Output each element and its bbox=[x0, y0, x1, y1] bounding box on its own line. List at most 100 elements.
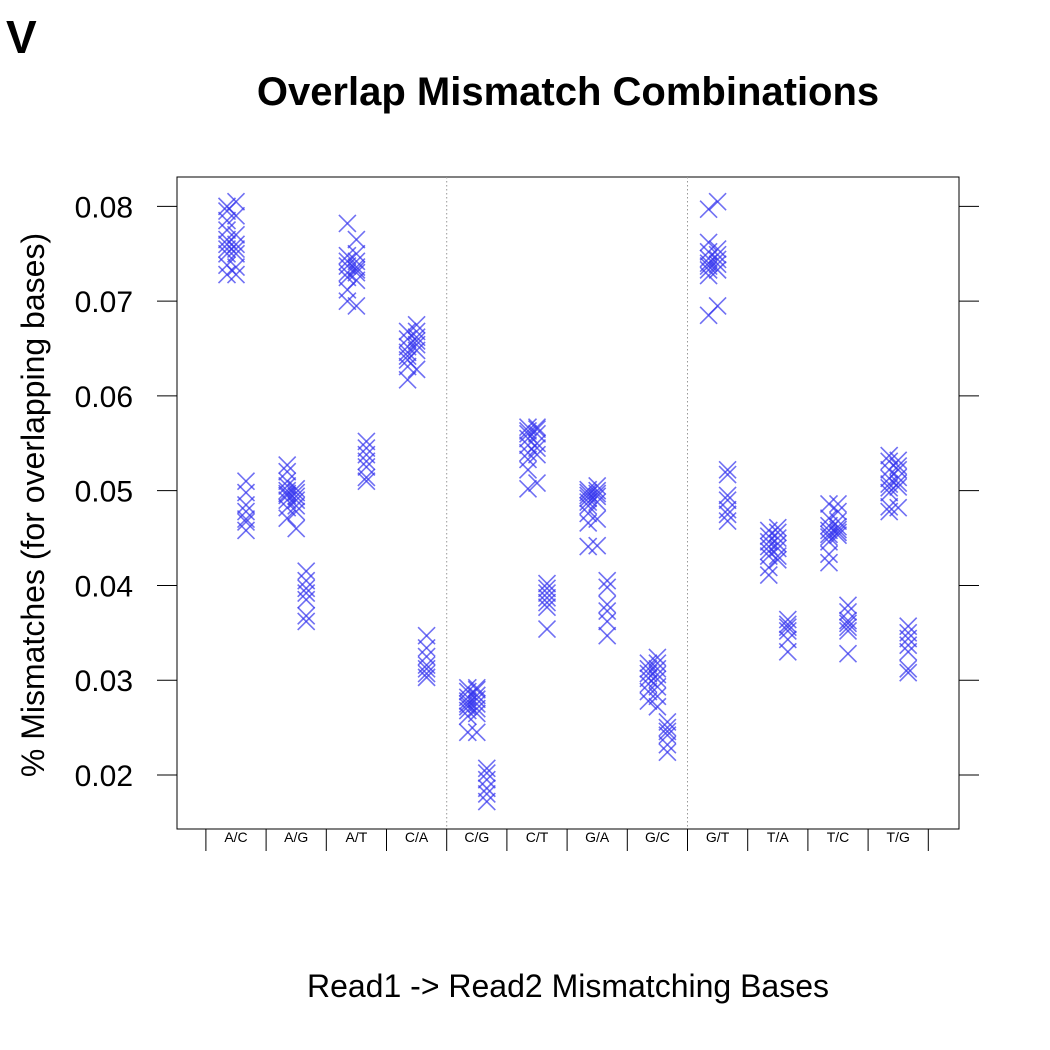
data-point bbox=[838, 596, 858, 615]
data-point bbox=[828, 526, 848, 545]
data-point bbox=[880, 478, 899, 497]
data-point bbox=[889, 498, 908, 517]
y-tick-label: 0.07 bbox=[75, 286, 133, 319]
data-point-stroke bbox=[768, 550, 787, 569]
data-point bbox=[398, 347, 417, 366]
data-point bbox=[889, 460, 908, 479]
data-point-stroke bbox=[297, 583, 316, 603]
data-point-stroke bbox=[889, 451, 908, 470]
y-tick-label: 0.02 bbox=[75, 760, 133, 793]
data-point-stroke bbox=[347, 257, 366, 277]
data-point bbox=[287, 519, 306, 538]
data-point-stroke bbox=[708, 192, 727, 211]
data-point bbox=[467, 694, 486, 713]
data-point-stroke bbox=[838, 644, 858, 663]
y-tick-label: 0.03 bbox=[75, 665, 133, 698]
data-point bbox=[658, 722, 677, 741]
data-point-stroke bbox=[226, 206, 246, 225]
data-point bbox=[598, 571, 617, 590]
data-point-stroke bbox=[217, 211, 237, 230]
data-point-stroke bbox=[226, 239, 246, 259]
x-tick-label: G/C bbox=[645, 829, 670, 845]
data-point bbox=[467, 723, 486, 742]
data-point-stroke bbox=[537, 583, 557, 603]
y-tick-label: 0.04 bbox=[75, 570, 133, 603]
data-point-stroke bbox=[518, 460, 538, 479]
data-point bbox=[588, 536, 607, 555]
data-point-stroke bbox=[278, 456, 297, 475]
data-point-stroke bbox=[527, 445, 547, 464]
data-point-stroke bbox=[278, 462, 297, 481]
data-point-stroke bbox=[287, 483, 306, 502]
data-point-stroke bbox=[297, 606, 316, 625]
data-point bbox=[477, 770, 496, 789]
data-point bbox=[417, 668, 436, 687]
data-point bbox=[287, 487, 306, 506]
data-point-stroke bbox=[236, 521, 256, 540]
data-point bbox=[278, 456, 297, 475]
data-point-stroke bbox=[477, 770, 496, 789]
data-point-stroke bbox=[718, 486, 737, 505]
data-point bbox=[828, 502, 848, 521]
data-point bbox=[278, 462, 297, 481]
data-point-stroke bbox=[357, 468, 376, 487]
data-point-stroke bbox=[398, 322, 417, 341]
data-point bbox=[699, 233, 718, 252]
data-point-stroke bbox=[778, 615, 797, 634]
data-point bbox=[648, 697, 667, 716]
data-point bbox=[537, 619, 557, 639]
data-point bbox=[708, 245, 727, 264]
data-point-stroke bbox=[417, 668, 436, 687]
data-point bbox=[217, 221, 237, 240]
data-point bbox=[226, 235, 246, 254]
data-point bbox=[226, 192, 246, 211]
x-tick-label: A/G bbox=[284, 829, 308, 845]
data-point bbox=[236, 512, 256, 532]
data-point bbox=[236, 521, 256, 540]
data-point-stroke bbox=[518, 479, 538, 498]
data-point bbox=[899, 629, 918, 648]
data-point-stroke bbox=[718, 460, 737, 479]
data-point-stroke bbox=[477, 784, 496, 804]
data-point bbox=[518, 460, 538, 479]
data-point-stroke bbox=[819, 494, 839, 514]
data-point bbox=[236, 495, 256, 514]
data-point bbox=[407, 360, 426, 379]
data-point-stroke bbox=[718, 505, 737, 524]
data-point bbox=[357, 432, 376, 451]
data-point bbox=[648, 677, 667, 696]
data-point-stroke bbox=[828, 494, 848, 514]
data-point-stroke bbox=[699, 233, 718, 252]
data-points bbox=[217, 192, 918, 811]
data-point-stroke bbox=[398, 370, 417, 389]
data-point-stroke bbox=[708, 260, 727, 279]
data-point-stroke bbox=[718, 511, 737, 531]
data-point-stroke bbox=[828, 523, 848, 542]
data-point bbox=[357, 438, 376, 458]
data-point-stroke bbox=[828, 520, 848, 539]
data-point-stroke bbox=[407, 341, 426, 360]
data-point bbox=[537, 598, 557, 617]
data-point bbox=[458, 723, 477, 742]
data-point bbox=[287, 496, 306, 515]
data-point-stroke bbox=[527, 438, 547, 458]
data-point bbox=[648, 687, 667, 706]
data-point-stroke bbox=[217, 265, 237, 284]
data-point bbox=[588, 484, 607, 503]
data-point-stroke bbox=[226, 244, 246, 263]
data-point-stroke bbox=[467, 704, 486, 723]
data-point bbox=[297, 612, 316, 631]
data-point-stroke bbox=[658, 743, 677, 762]
data-point bbox=[819, 545, 839, 564]
data-point-stroke bbox=[477, 792, 496, 811]
x-tick-label: T/A bbox=[767, 829, 789, 845]
data-point bbox=[828, 523, 848, 542]
data-point-stroke bbox=[537, 619, 557, 639]
data-point-stroke bbox=[648, 697, 667, 716]
data-point-stroke bbox=[778, 642, 797, 661]
data-point-stroke bbox=[708, 296, 727, 315]
data-point bbox=[287, 483, 306, 502]
x-tick-label: A/C bbox=[224, 829, 247, 845]
data-point bbox=[598, 578, 617, 597]
data-point-stroke bbox=[347, 244, 366, 263]
